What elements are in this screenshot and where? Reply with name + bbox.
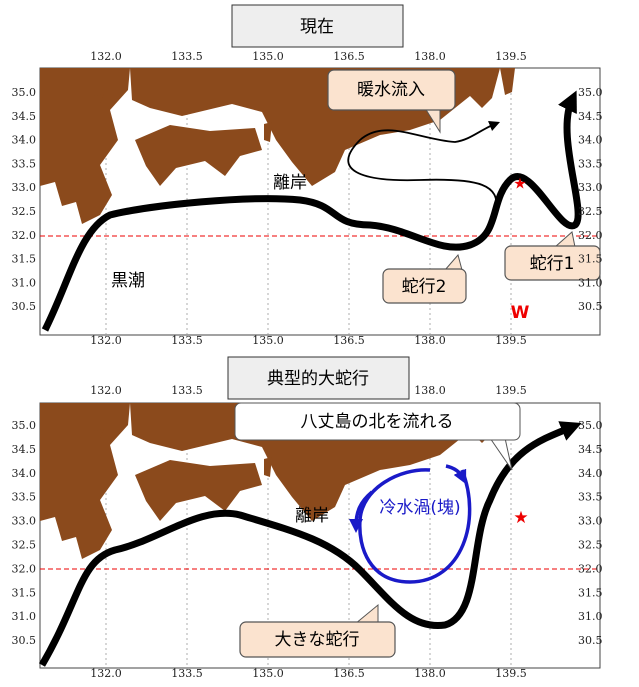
y-tick-label: 32.0	[12, 562, 37, 575]
x-tick-label: 133.5	[171, 50, 203, 63]
y-tick-label: 31.5	[578, 586, 603, 599]
x-tick-label: 139.5	[495, 334, 527, 347]
x-tick-label: 136.5	[333, 50, 365, 63]
map-panel-2: ★ 八丈島の北を流れる 離岸 冷水渦(塊) 大きな蛇行 132.0 133.5 13…	[12, 402, 603, 680]
x-tick-label: 132.0	[90, 384, 122, 397]
y-tick-label: 32.5	[12, 205, 37, 218]
svg-text:★: ★	[513, 508, 528, 528]
y-tick-label: 33.0	[578, 515, 603, 528]
y-tick-label: 31.0	[578, 610, 603, 623]
x-tick-label: 139.5	[495, 384, 527, 397]
x-tick-label: 138.0	[414, 334, 446, 347]
x-tick-label: 136.5	[333, 667, 365, 680]
panel-title: 現在	[300, 17, 334, 37]
y-tick-label: 30.5	[12, 634, 37, 647]
x-tick-label: 132.0	[90, 667, 122, 680]
x-tick-label: 138.0	[414, 384, 446, 397]
annotation: 暖水流入	[357, 80, 425, 100]
y-tick-label: 35.0	[12, 419, 37, 432]
y-tick-label: 31.0	[578, 276, 603, 289]
x-tick-label: 135.0	[252, 334, 284, 347]
annotation: 黒潮	[111, 271, 145, 291]
y-tick-label: 35.0	[578, 86, 603, 99]
annotation: 八丈島の北を流れる	[301, 412, 454, 432]
y-tick-label: 34.0	[12, 134, 37, 147]
x-tick-label: 132.0	[90, 50, 122, 63]
x-tick-label: 139.5	[495, 667, 527, 680]
y-tick-label: 34.0	[12, 467, 37, 480]
annotation: 離岸	[295, 506, 329, 526]
x-tick-label: 136.5	[333, 334, 365, 347]
x-tick-label: 138.0	[414, 667, 446, 680]
annotation: W	[511, 303, 530, 323]
y-tick-label: 31.0	[12, 276, 37, 289]
y-tick-label: 31.5	[12, 253, 37, 266]
x-tick-label: 133.5	[171, 667, 203, 680]
y-tick-label: 32.5	[12, 539, 37, 552]
y-tick-label: 34.5	[578, 110, 603, 123]
x-tick-label: 139.5	[495, 50, 527, 63]
y-tick-label: 33.5	[578, 491, 603, 504]
y-tick-label: 31.0	[12, 610, 37, 623]
annotation: 冷水渦(塊)	[379, 498, 460, 518]
y-tick-label: 34.5	[12, 110, 37, 123]
y-tick-label: 34.5	[12, 443, 37, 456]
x-tick-label: 135.0	[252, 667, 284, 680]
y-tick-label: 33.0	[12, 181, 37, 194]
y-tick-label: 33.0	[578, 181, 603, 194]
annotation: 蛇行1	[530, 254, 575, 274]
y-tick-label: 32.0	[578, 562, 603, 575]
annotation: 離岸	[273, 173, 307, 193]
y-tick-label: 30.5	[12, 300, 37, 313]
y-tick-label: 33.5	[12, 491, 37, 504]
y-tick-label: 30.5	[578, 634, 603, 647]
annotation: 蛇行2	[402, 277, 447, 297]
y-tick-label: 32.5	[578, 539, 603, 552]
x-tick-label: 135.0	[252, 50, 284, 63]
x-tick-label: 138.0	[414, 50, 446, 63]
y-tick-label: 33.0	[12, 515, 37, 528]
annotation: 大きな蛇行	[275, 630, 360, 650]
x-tick-label: 133.5	[171, 334, 203, 347]
y-tick-label: 31.5	[578, 253, 603, 266]
map-panel-1: ★ 現在 暖水流入 離岸 黒潮 蛇行2 蛇行1 W 132.0 132.0 133.…	[12, 4, 603, 347]
svg-text:★: ★	[513, 175, 526, 193]
y-tick-label: 34.0	[578, 134, 603, 147]
x-tick-label: 133.5	[171, 384, 203, 397]
y-tick-label: 33.5	[578, 157, 603, 170]
y-tick-label: 34.5	[578, 443, 603, 456]
y-tick-label: 35.0	[578, 419, 603, 432]
x-tick-label: 132.0	[90, 334, 122, 347]
y-tick-label: 32.5	[578, 205, 603, 218]
panel-title: 典型的大蛇行	[267, 369, 369, 389]
y-tick-label: 33.5	[12, 157, 37, 170]
y-tick-label: 32.0	[12, 229, 37, 242]
y-tick-label: 32.0	[578, 229, 603, 242]
y-tick-label: 31.5	[12, 586, 37, 599]
y-tick-label: 34.0	[578, 467, 603, 480]
y-tick-label: 35.0	[12, 86, 37, 99]
y-tick-label: 30.5	[578, 300, 603, 313]
